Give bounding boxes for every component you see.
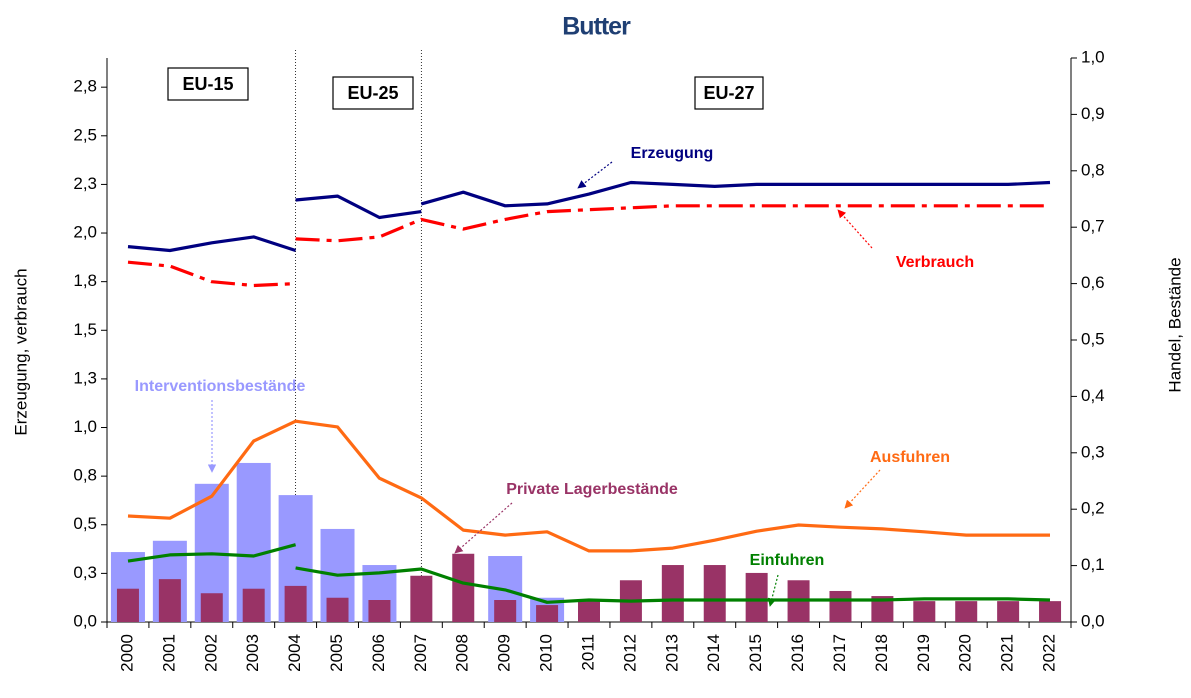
annotation-arrow [577,161,613,189]
y-tick-label: 0,3 [73,563,97,582]
line [420,180,1051,208]
x-tick-label: 2022 [1040,634,1059,672]
x-tick-label: 2006 [369,634,388,672]
x-tick-label: 2014 [704,634,723,672]
x-tick-label: 2013 [662,634,681,672]
line [127,543,297,563]
period-box [332,76,414,110]
bar [1039,601,1062,622]
x-tick-label: 2018 [872,634,891,672]
period-label: EU-27 [703,83,754,103]
line [127,419,1050,553]
bar [368,600,391,622]
y2-tick-label: 0,8 [1081,160,1105,179]
x-tick-label: 2003 [243,634,262,672]
bar [452,553,475,622]
bar [955,601,978,622]
annotation-arrow [454,502,513,554]
y-axis-title: Erzeugung, verbrauch [11,268,30,435]
bar [242,588,265,622]
x-tick-label: 2011 [578,634,597,671]
x-tick-label: 2004 [285,634,304,672]
x-tick-label: 2005 [327,634,346,672]
y2-tick-label: 0,1 [1081,555,1105,574]
bar [494,600,517,622]
line [295,566,1051,604]
y-tick-label: 2,8 [73,77,97,96]
bar [997,601,1020,622]
y2-tick-label: 0,2 [1081,499,1105,518]
bar [661,565,684,622]
bar [284,585,307,622]
y-tick-label: 2,0 [73,223,97,242]
x-tick-label: 2000 [117,634,136,672]
y2-tick-label: 0,0 [1081,611,1105,630]
x-tick-label: 2007 [411,634,430,672]
y2-tick-label: 0,7 [1081,217,1105,236]
bar [116,588,139,622]
series-label: Verbrauch [896,254,974,271]
line [127,235,297,253]
bar [326,597,349,622]
line [295,194,422,220]
bar [536,605,559,622]
bar [829,590,852,622]
x-tick-label: 2021 [998,634,1017,672]
period-label: EU-15 [182,74,233,94]
y-tick-label: 1,8 [73,271,97,290]
bar [913,601,936,622]
y2-tick-label: 0,3 [1081,442,1105,461]
y-tick-label: 1,3 [73,368,97,387]
bar [158,579,181,622]
series-label: Private Lagerbestände [506,481,678,498]
x-tick-label: 2017 [830,634,849,672]
x-tick-label: 2015 [746,634,765,672]
x-tick-label: 2002 [201,634,220,672]
bar [871,596,894,622]
series-label: Interventionsbestände [135,378,306,395]
y2-tick-label: 1,0 [1081,47,1105,66]
y-tick-label: 2,3 [73,174,97,193]
x-tick-label: 2009 [495,634,514,672]
y-tick-label: 0,5 [73,514,97,533]
bar [578,600,600,622]
bar [745,572,768,622]
y2-axis-title: Handel, Bestände [1165,257,1184,392]
y-tick-label: 1,0 [73,417,97,436]
annotation-arrow [844,469,881,509]
y2-tick-label: 0,4 [1081,386,1105,405]
x-tick-label: 2020 [956,634,975,672]
y-tick-label: 0,8 [73,466,97,485]
y-tick-label: 1,5 [73,320,97,339]
x-tick-label: 2008 [453,634,472,672]
period-box [694,76,764,110]
bar [200,593,223,622]
bar [410,575,433,622]
line [127,260,296,288]
series-label: Erzeugung [631,145,714,162]
y-tick-label: 0,0 [73,611,97,630]
x-tick-label: 2001 [159,634,178,672]
y2-tick-label: 0,9 [1081,104,1105,123]
x-tick-label: 2016 [788,634,807,672]
annotation-arrow [837,209,873,249]
y2-tick-label: 0,6 [1081,273,1105,292]
line [295,204,1050,243]
series-label: Einfuhren [750,552,825,569]
series-label: Ausfuhren [870,449,950,466]
y-tick-label: 2,5 [73,125,97,144]
x-tick-label: 2012 [620,634,639,672]
chart-title: Butter [562,13,631,41]
y2-tick-label: 0,5 [1081,329,1105,348]
period-label: EU-25 [347,83,398,103]
x-tick-label: 2019 [914,634,933,672]
period-box [167,67,249,101]
x-tick-label: 2010 [537,634,556,672]
annotation-arrow [767,574,779,607]
bar [703,565,726,622]
